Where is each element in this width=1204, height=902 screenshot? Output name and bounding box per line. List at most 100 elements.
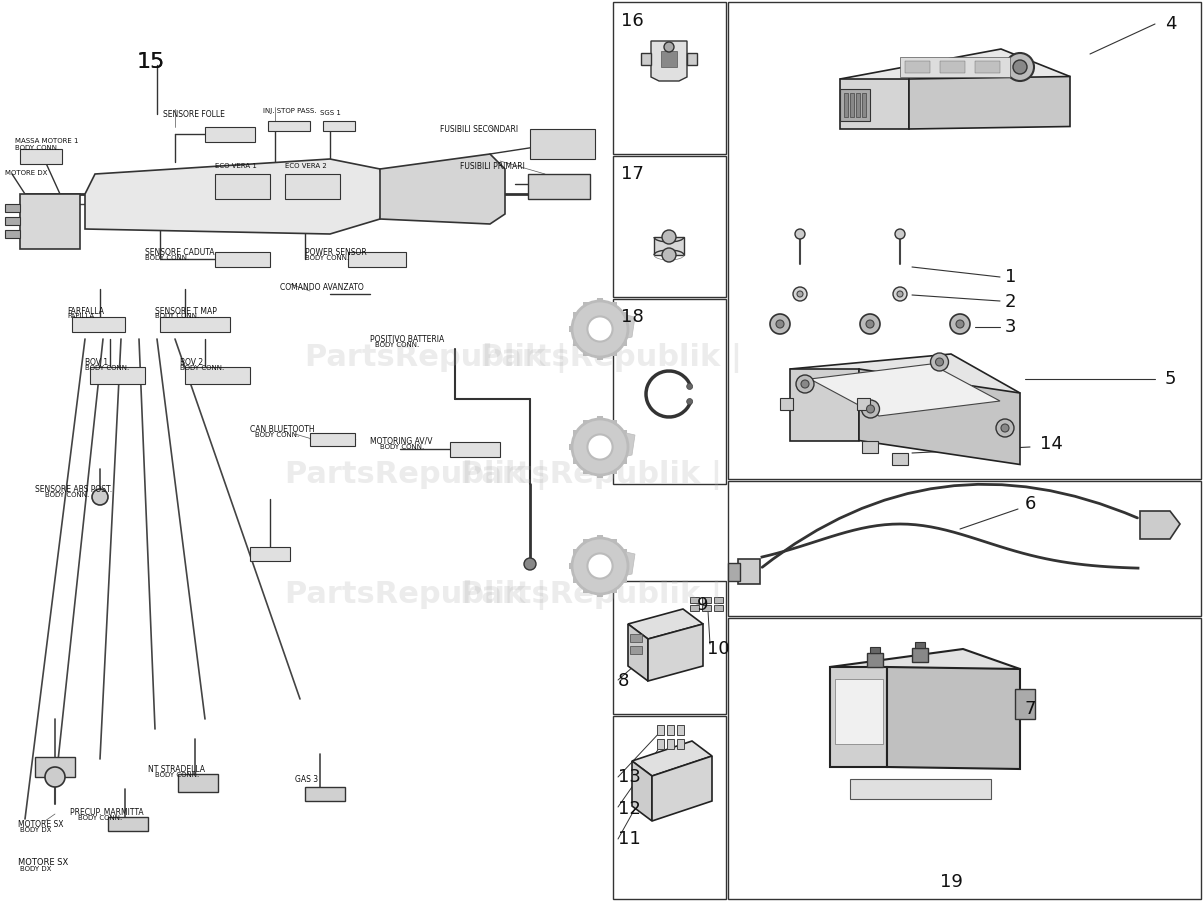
Bar — [450, 443, 500, 457]
Bar — [613, 299, 726, 484]
Bar — [597, 536, 603, 541]
Bar — [216, 253, 270, 268]
Text: GAS 3: GAS 3 — [295, 774, 318, 783]
Polygon shape — [654, 238, 684, 255]
Bar — [915, 642, 925, 649]
Circle shape — [950, 315, 970, 335]
Text: BODY CONN.: BODY CONN. — [85, 364, 129, 371]
Text: MOTORING AV/V: MOTORING AV/V — [370, 437, 432, 446]
Bar — [205, 128, 255, 143]
Text: 8: 8 — [618, 671, 630, 689]
Bar — [687, 54, 697, 66]
Circle shape — [996, 419, 1014, 437]
Polygon shape — [632, 741, 712, 776]
Text: FARFALLA: FARFALLA — [67, 307, 104, 316]
Bar — [728, 3, 1202, 480]
Text: 15: 15 — [137, 52, 165, 72]
Bar — [630, 634, 642, 642]
Bar — [702, 597, 712, 603]
Bar — [250, 548, 290, 561]
Bar — [160, 318, 230, 333]
Text: BODY DX: BODY DX — [20, 865, 52, 871]
Circle shape — [662, 249, 675, 262]
Bar — [185, 368, 250, 384]
Bar — [583, 302, 589, 308]
Circle shape — [686, 384, 692, 390]
Bar — [657, 725, 663, 735]
Polygon shape — [632, 761, 653, 821]
Polygon shape — [790, 370, 858, 441]
Bar — [583, 351, 589, 357]
Bar — [610, 302, 616, 308]
Bar — [690, 597, 700, 603]
Bar — [667, 739, 674, 750]
Bar — [677, 725, 684, 735]
Bar — [690, 605, 700, 612]
Bar — [583, 539, 589, 545]
Text: 12: 12 — [618, 799, 641, 817]
Polygon shape — [85, 160, 385, 235]
Bar — [714, 605, 722, 612]
Circle shape — [771, 315, 790, 335]
Bar — [657, 739, 663, 750]
Text: BOV 2: BOV 2 — [181, 357, 203, 366]
Text: PartsRepublik |: PartsRepublik | — [480, 343, 742, 373]
Bar — [597, 473, 603, 478]
Bar — [610, 351, 616, 357]
Circle shape — [572, 301, 628, 357]
Bar — [610, 420, 616, 427]
Text: SGS 1: SGS 1 — [320, 110, 341, 115]
Polygon shape — [380, 155, 504, 225]
Circle shape — [1001, 425, 1009, 433]
Text: 7: 7 — [1025, 699, 1037, 717]
Bar — [108, 817, 148, 831]
Bar — [857, 399, 870, 410]
Bar — [573, 458, 579, 465]
Text: MOTORE SX: MOTORE SX — [18, 819, 64, 828]
Bar — [728, 482, 1202, 616]
Text: 3: 3 — [1005, 318, 1016, 336]
Text: 10: 10 — [707, 640, 730, 658]
Polygon shape — [600, 428, 635, 463]
Circle shape — [893, 288, 907, 301]
Bar — [613, 716, 726, 899]
Text: BODY CONN.: BODY CONN. — [380, 444, 424, 449]
Text: CAN BLUETOOTH: CAN BLUETOOTH — [250, 425, 314, 434]
Text: BODY CONN.: BODY CONN. — [374, 342, 419, 347]
Text: BOV 1: BOV 1 — [85, 357, 108, 366]
Bar — [583, 469, 589, 474]
Circle shape — [524, 558, 536, 570]
Bar — [583, 587, 589, 594]
Bar — [1015, 689, 1035, 719]
Text: 6: 6 — [1025, 494, 1037, 512]
Text: POSITIVO BATTERIA: POSITIVO BATTERIA — [370, 335, 444, 344]
Bar — [5, 231, 20, 239]
Bar — [613, 582, 726, 714]
Text: 14: 14 — [1040, 435, 1063, 453]
Polygon shape — [648, 624, 703, 681]
Circle shape — [777, 320, 784, 328]
Bar — [625, 445, 631, 450]
Circle shape — [1013, 61, 1027, 75]
Bar — [610, 587, 616, 594]
Text: PartsRepublik |: PartsRepublik | — [305, 343, 567, 373]
Circle shape — [797, 291, 803, 298]
Bar — [621, 341, 627, 346]
Bar — [621, 458, 627, 465]
Text: 17: 17 — [621, 165, 644, 183]
Text: PAPILLA: PAPILLA — [67, 313, 94, 318]
Bar — [573, 549, 579, 556]
Text: SENSORE T MAP: SENSORE T MAP — [155, 307, 217, 316]
Text: 4: 4 — [1165, 15, 1176, 33]
Bar — [573, 341, 579, 346]
Bar — [975, 62, 1001, 74]
Bar — [728, 618, 1202, 899]
Bar — [905, 62, 929, 74]
Bar — [856, 94, 860, 118]
Bar — [613, 3, 726, 155]
Bar — [780, 399, 793, 410]
Polygon shape — [651, 42, 687, 82]
Text: BODY CONN.: BODY CONN. — [255, 431, 300, 437]
Circle shape — [796, 375, 814, 393]
Bar — [702, 605, 712, 612]
